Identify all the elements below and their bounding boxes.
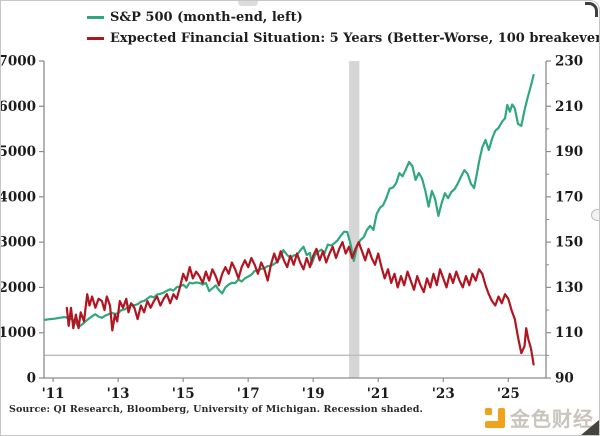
chart-legend: S&P 500 (month-end, left) Expected Finan… [87,7,599,49]
expectations-line-swatch-icon [87,37,104,40]
legend-label-expectations: Expected Financial Situation: 5 Years (B… [110,31,599,46]
svg-text:130: 130 [555,280,583,296]
legend-label-sp500: S&P 500 (month-end, left) [110,10,303,25]
top-edge-tab-artifact [238,1,258,6]
svg-text:'17: '17 [237,386,260,402]
legend-item-sp500: S&P 500 (month-end, left) [87,7,599,28]
svg-text:230: 230 [555,54,583,70]
svg-text:6000: 6000 [1,99,36,115]
expectations-line [65,241,535,366]
svg-text:'11: '11 [42,386,65,402]
svg-text:7000: 7000 [1,54,36,70]
legend-item-expectations: Expected Financial Situation: 5 Years (B… [87,28,599,49]
svg-text:4000: 4000 [1,189,36,205]
svg-text:'25: '25 [497,386,520,402]
svg-text:3000: 3000 [1,235,36,251]
svg-text:110: 110 [555,325,583,341]
golden-finance-logo-icon [485,407,505,428]
svg-text:190: 190 [555,144,583,160]
svg-text:'21: '21 [367,386,390,402]
svg-text:'13: '13 [107,386,130,402]
sp500-line-swatch-icon [87,16,104,19]
svg-text:90: 90 [555,371,574,387]
recession-band [348,61,360,378]
svg-text:'15: '15 [172,386,195,402]
page-curl-top-icon [585,2,598,17]
svg-text:'19: '19 [302,386,325,402]
sp500-line [43,73,535,328]
watermark-text: 金色财经 [510,407,594,431]
svg-text:0: 0 [27,371,36,387]
svg-text:5000: 5000 [1,144,36,160]
svg-text:2000: 2000 [1,280,36,296]
watermark: 金色财经 [485,403,594,432]
svg-text:170: 170 [555,189,583,205]
page-curl-handle [591,209,599,221]
svg-text:'23: '23 [432,386,455,402]
svg-text:210: 210 [555,99,583,115]
svg-text:150: 150 [555,235,583,251]
source-note: Source: QI Research, Bloomberg, Universi… [9,404,423,415]
svg-text:1000: 1000 [1,325,36,341]
